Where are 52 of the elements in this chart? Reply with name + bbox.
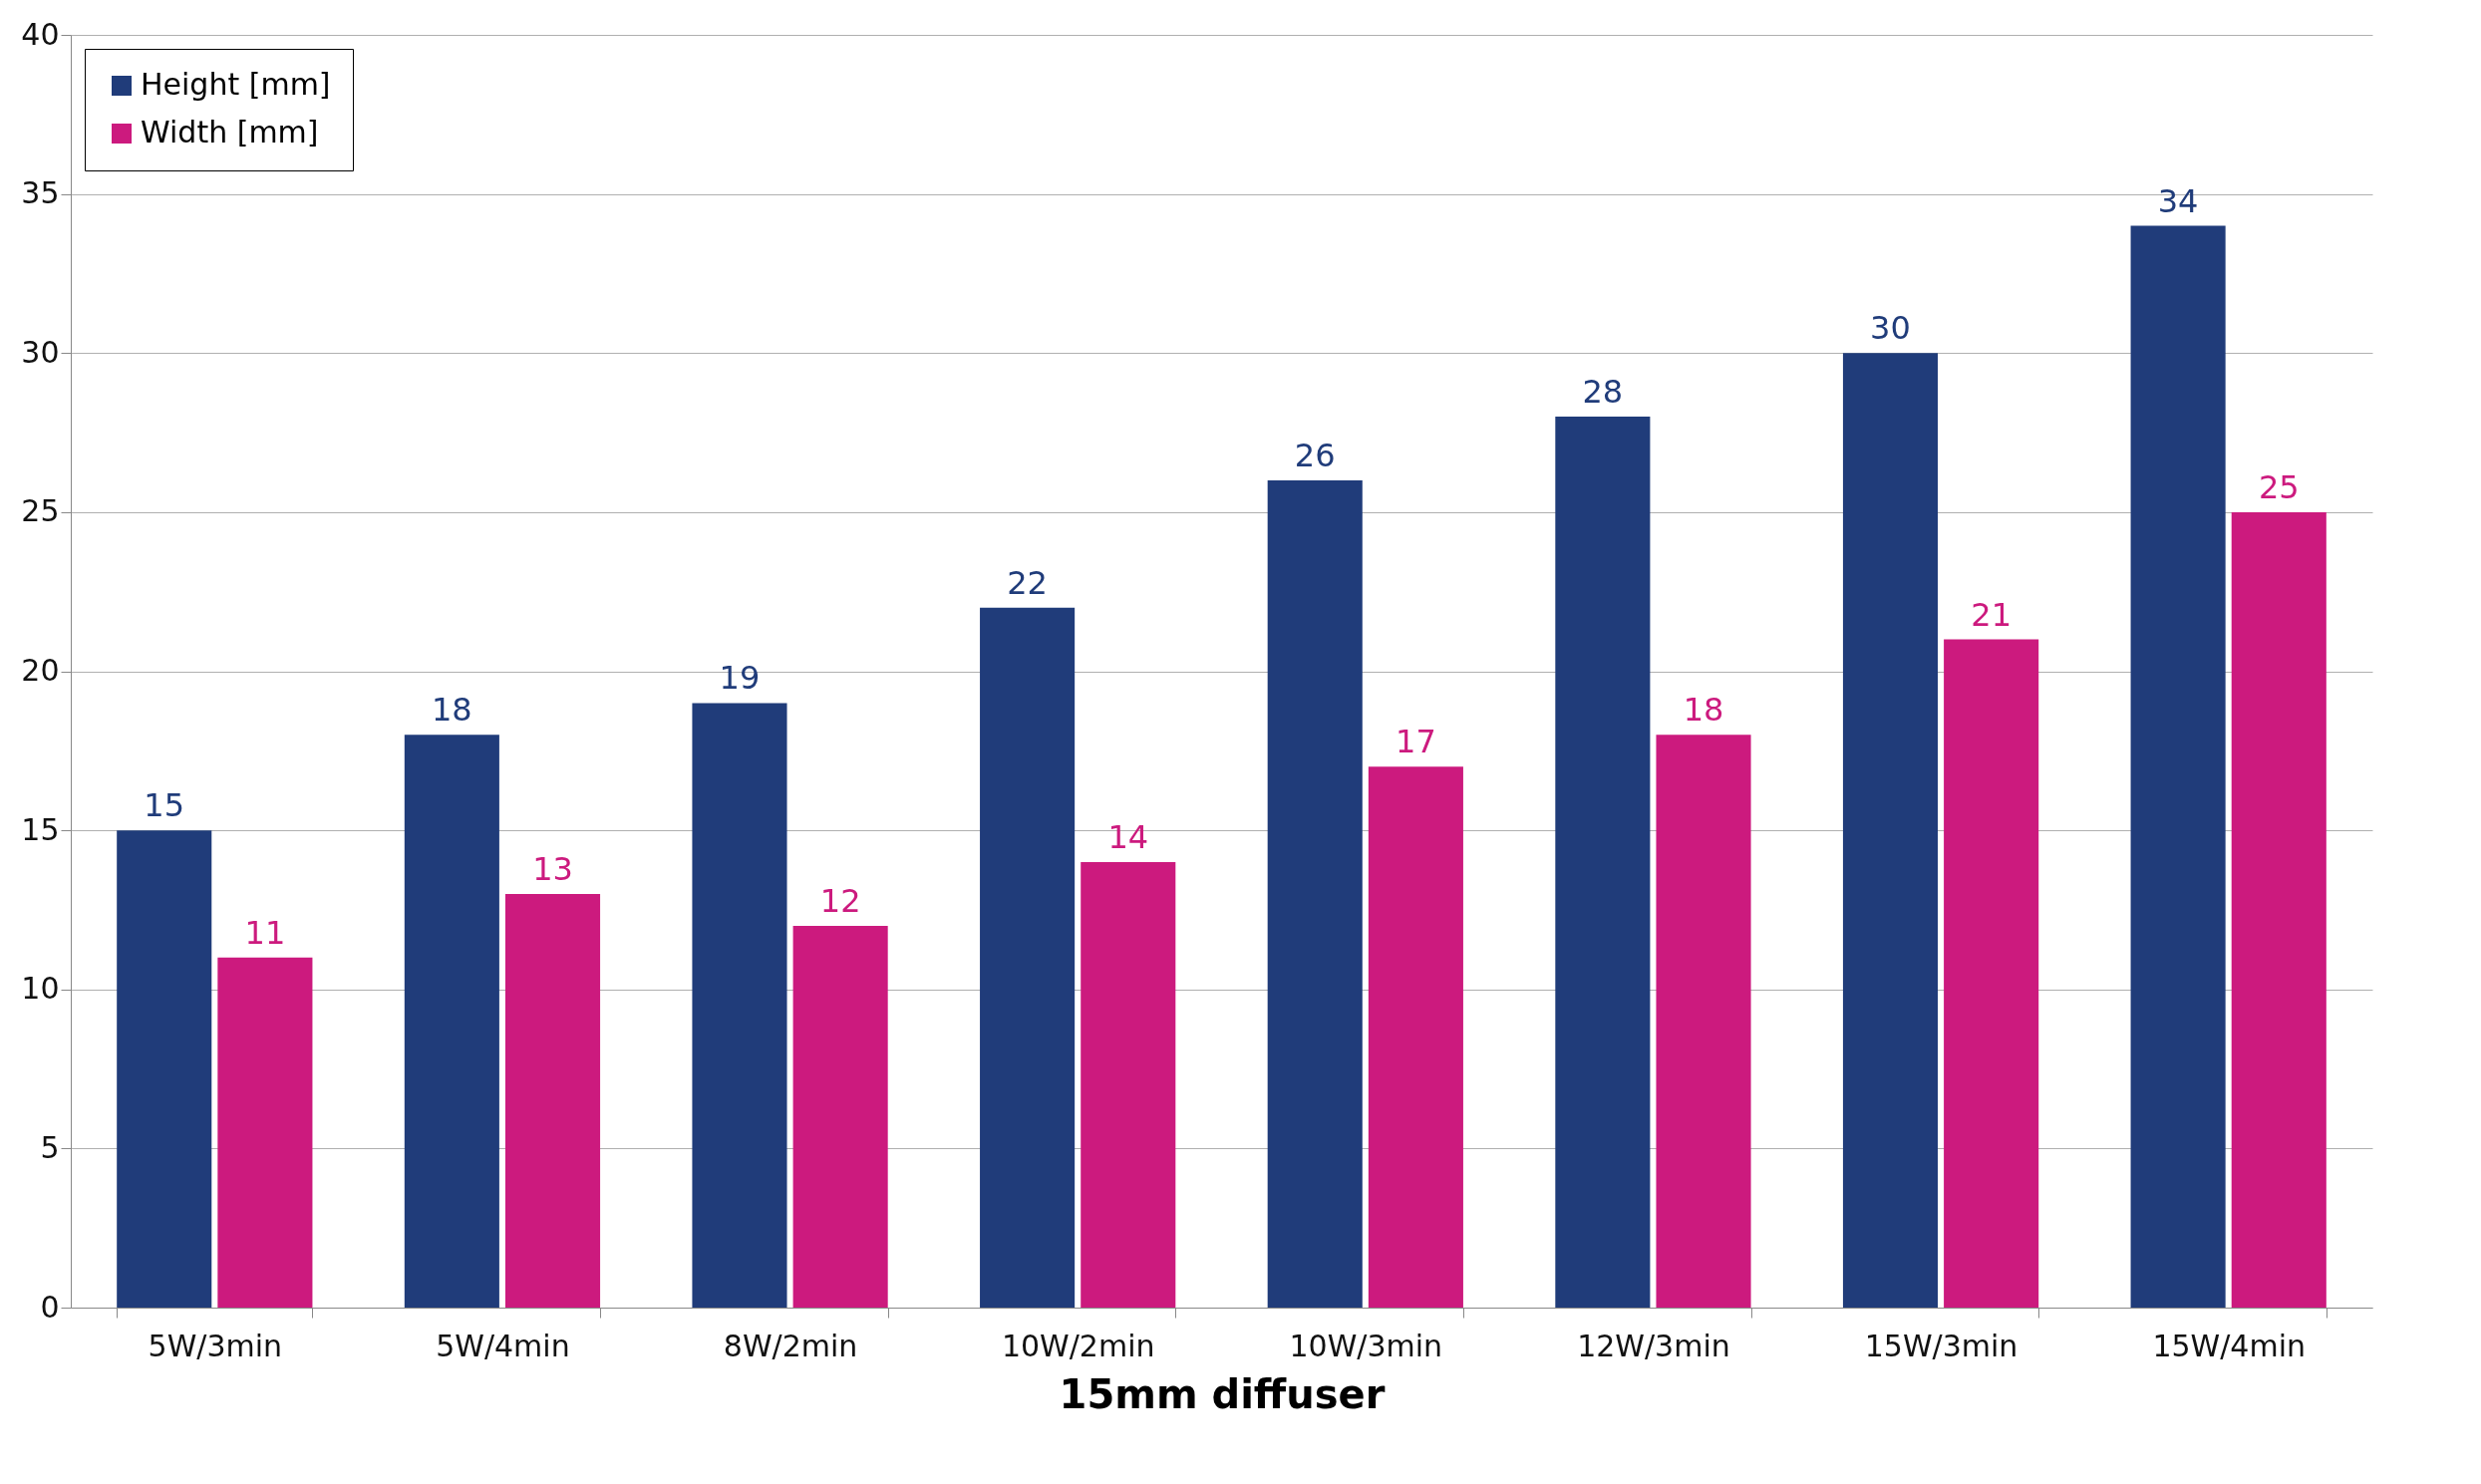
data-label: 18 — [431, 691, 472, 730]
x-tick-label: 5W/3min — [148, 1328, 283, 1363]
data-label: 13 — [532, 849, 573, 888]
bar — [692, 703, 787, 1308]
x-tick-label: 5W/4min — [436, 1328, 570, 1363]
data-label: 30 — [1870, 309, 1911, 348]
bar — [1555, 417, 1651, 1308]
y-tick-label: 15 — [21, 811, 60, 847]
data-label: 18 — [1683, 691, 1724, 730]
bar — [404, 735, 499, 1308]
data-label: 28 — [1582, 373, 1624, 412]
bar — [2231, 511, 2326, 1308]
data-label: 12 — [819, 881, 861, 920]
data-label: 17 — [1396, 723, 1436, 761]
y-tick-label: 5 — [40, 1129, 60, 1165]
data-label: 22 — [1007, 563, 1048, 602]
x-tick-label: 15W/4min — [2152, 1328, 2306, 1363]
bar — [1267, 479, 1363, 1308]
data-label: 26 — [1294, 436, 1336, 474]
bar — [792, 925, 888, 1308]
x-tick-label: 8W/2min — [723, 1328, 858, 1363]
bar — [504, 893, 601, 1308]
data-label: 34 — [2157, 181, 2199, 220]
data-label: 15 — [144, 786, 185, 825]
bar — [1368, 766, 1463, 1308]
data-label: 21 — [1971, 595, 2013, 634]
y-tick-label: 20 — [21, 653, 60, 688]
legend-label: Width [mm] — [141, 115, 319, 149]
data-label: 11 — [244, 913, 286, 952]
x-tick-label: 10W/2min — [1001, 1328, 1155, 1363]
bar — [2130, 225, 2226, 1308]
y-tick-label: 35 — [21, 175, 60, 211]
bar — [1842, 353, 1939, 1308]
data-label: 14 — [1107, 818, 1149, 857]
y-tick-label: 0 — [40, 1289, 60, 1325]
x-axis-title: 15mm diffuser — [1059, 1370, 1386, 1417]
data-label: 19 — [719, 659, 761, 698]
y-tick-label: 25 — [21, 493, 60, 529]
bar — [117, 830, 212, 1308]
x-tick-label: 12W/3min — [1577, 1328, 1730, 1363]
x-tick-label: 15W/3min — [1864, 1328, 2018, 1363]
y-tick-label: 10 — [21, 971, 60, 1007]
y-tick-label: 40 — [21, 16, 60, 52]
bar — [217, 957, 313, 1308]
bar — [980, 607, 1076, 1308]
legend-label: Height [mm] — [141, 67, 331, 102]
bar — [1944, 639, 2039, 1308]
bar — [1656, 735, 1751, 1308]
x-tick-label: 10W/3min — [1289, 1328, 1443, 1363]
bar — [1081, 862, 1176, 1308]
y-tick-label: 30 — [21, 334, 60, 370]
data-label: 25 — [2258, 467, 2300, 506]
